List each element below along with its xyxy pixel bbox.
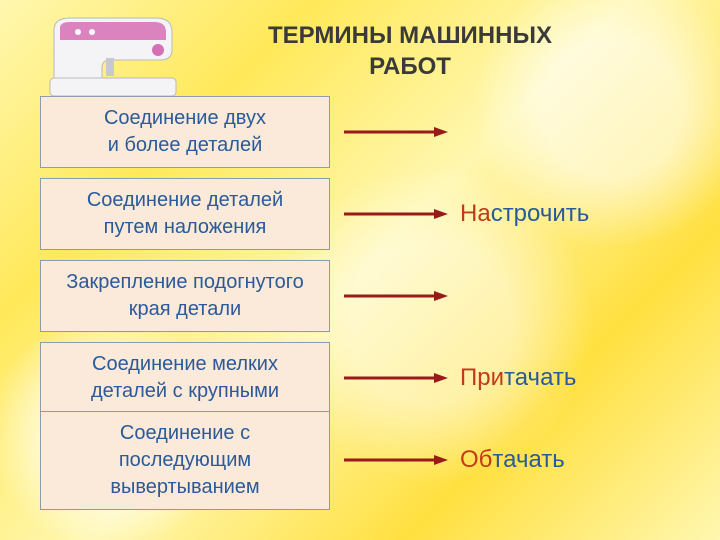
arrow-icon [330, 366, 460, 390]
machine-dot1 [75, 29, 81, 35]
sewing-machine-icon [48, 10, 178, 105]
definition-row: Соединение деталей путем наложенияНастро… [40, 182, 680, 246]
definition-box: Соединение мелких деталей с крупными [40, 342, 330, 414]
term-prefix: Об [460, 446, 492, 473]
term-label: Притачать [460, 364, 660, 392]
definition-box: Закрепление подогнутого края детали [40, 260, 330, 332]
term-suffix: строчить [491, 200, 590, 227]
definition-box: Соединение деталей путем наложения [40, 178, 330, 250]
arrow-icon [330, 202, 460, 226]
arrow-icon [330, 448, 460, 472]
definition-row: Соединение двух и более деталей [40, 100, 680, 164]
arrow-icon [330, 284, 460, 308]
definition-box: Соединение с последующим вывертыванием [40, 411, 330, 510]
term-suffix: тачать [492, 446, 564, 473]
machine-base [50, 78, 176, 96]
machine-wheel [152, 44, 164, 56]
term-prefix: На [460, 200, 491, 227]
machine-dot2 [89, 29, 95, 35]
arrow-icon [330, 120, 460, 144]
term-prefix: При [460, 364, 504, 391]
term-label: Настрочить [460, 200, 660, 228]
definition-row: Соединение с последующим вывертываниемОб… [40, 428, 680, 492]
definition-row: Закрепление подогнутого края детали [40, 264, 680, 328]
definition-row: Соединение мелких деталей с крупнымиПрит… [40, 346, 680, 410]
definition-box: Соединение двух и более деталей [40, 96, 330, 168]
term-suffix: тачать [504, 364, 576, 391]
term-label: Обтачать [460, 446, 660, 474]
content-area: Соединение двух и более деталей Соединени… [40, 100, 680, 510]
page-title: ТЕРМИНЫ МАШИННЫХ РАБОТ [230, 20, 590, 82]
machine-needle-bar [106, 58, 114, 76]
